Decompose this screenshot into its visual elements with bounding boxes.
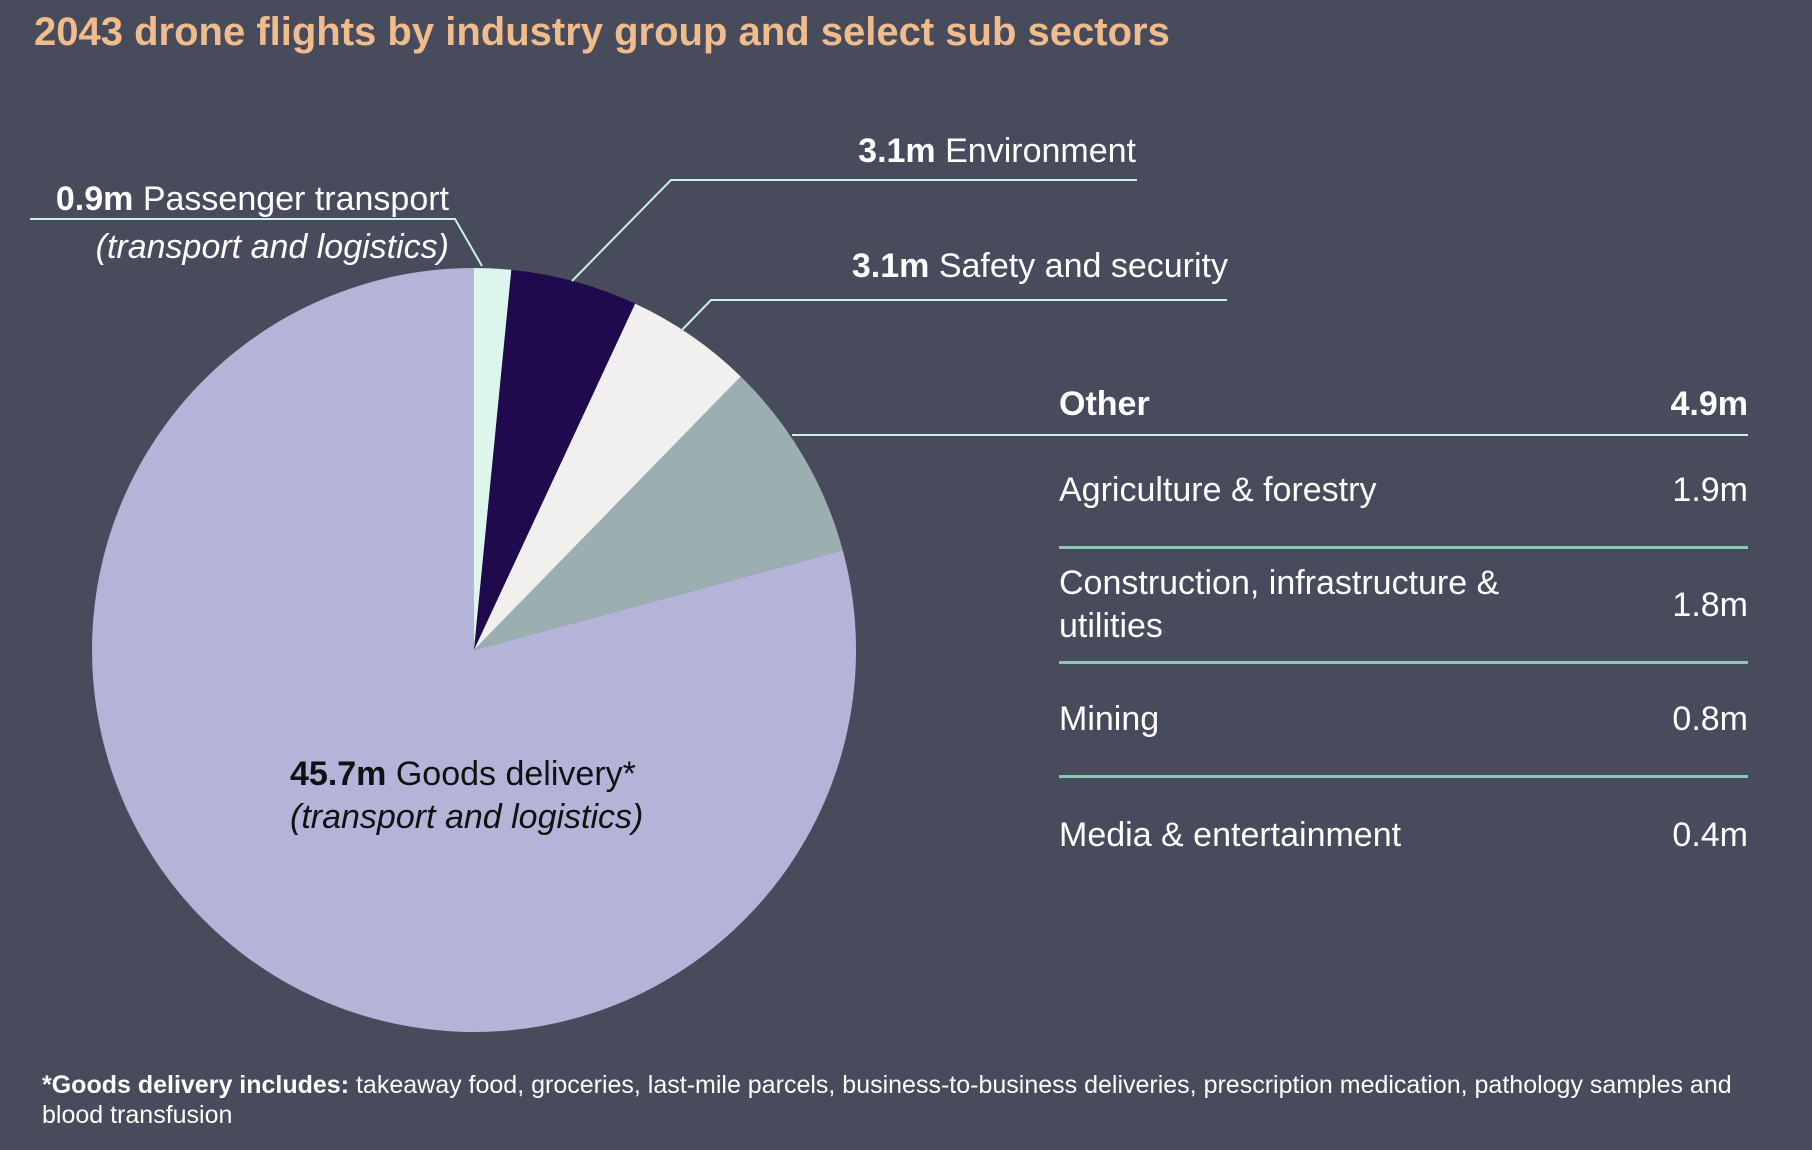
pie-slice-environment bbox=[474, 269, 636, 650]
pie-slices bbox=[91, 268, 856, 1032]
pie-slice-passenger-transport bbox=[474, 268, 512, 650]
goods-sub: (transport and logistics) bbox=[290, 798, 644, 836]
footnote-text: takeaway food, groceries, last-mile parc… bbox=[42, 1071, 1732, 1129]
label-goods-delivery: 45.7m Goods delivery* (transport and log… bbox=[290, 753, 643, 839]
other-header-label: Other bbox=[1059, 384, 1150, 423]
row-label: Mining bbox=[1059, 700, 1160, 738]
label-safety-security: 3.1m Safety and security bbox=[852, 247, 1228, 286]
row-value: 1.9m bbox=[1672, 470, 1748, 509]
table-row: Agriculture & forestry 1.9m bbox=[1059, 434, 1748, 546]
row-label: Media & entertainment bbox=[1059, 815, 1402, 854]
pie-slice-other bbox=[474, 376, 843, 650]
footnote-bold: *Goods delivery includes: bbox=[42, 1071, 350, 1099]
environment-value: 3.1m bbox=[858, 132, 936, 170]
table-row: Construction, infrastructure & utilities… bbox=[1059, 546, 1748, 661]
environment-name: Environment bbox=[945, 132, 1136, 170]
goods-value: 45.7m bbox=[290, 755, 387, 793]
leader-line-environment bbox=[571, 179, 1137, 282]
pie-slice-safety-and-security bbox=[474, 303, 741, 650]
safety-name: Safety and security bbox=[938, 247, 1228, 285]
other-header-row: Other 4.9m bbox=[1059, 374, 1748, 434]
passenger-sub: (transport and logistics) bbox=[95, 228, 449, 266]
other-breakdown-table: Other 4.9m Agriculture & forestry 1.9m C… bbox=[1059, 374, 1748, 892]
footnote: *Goods delivery includes: takeaway food,… bbox=[42, 1070, 1782, 1130]
safety-value: 3.1m bbox=[851, 247, 930, 285]
pie-slice-goods-delivery bbox=[91, 268, 856, 1032]
leader-lines bbox=[30, 179, 1748, 436]
label-environment: 3.1m Environment bbox=[858, 132, 1136, 171]
passenger-name: Passenger transport bbox=[142, 180, 449, 218]
chart-title: 2043 drone flights by industry group and… bbox=[34, 10, 1170, 54]
goods-name: Goods delivery* bbox=[395, 755, 636, 793]
other-header-value: 4.9m bbox=[1670, 384, 1749, 423]
row-value: 0.8m bbox=[1672, 700, 1748, 738]
row-label: Agriculture & forestry bbox=[1059, 470, 1377, 509]
label-passenger-transport: 0.9m Passenger transport (transport and … bbox=[56, 175, 449, 271]
leader-line-passenger bbox=[30, 218, 483, 267]
leader-line-safety bbox=[679, 299, 1227, 333]
row-value: 0.4m bbox=[1672, 815, 1748, 854]
row-value: 1.8m bbox=[1672, 585, 1748, 624]
table-row: Mining 0.8m bbox=[1059, 661, 1748, 775]
passenger-value: 0.9m bbox=[55, 180, 134, 218]
row-label: Construction, infrastructure & utilities bbox=[1059, 564, 1500, 645]
table-row: Media & entertainment 0.4m bbox=[1059, 775, 1748, 892]
